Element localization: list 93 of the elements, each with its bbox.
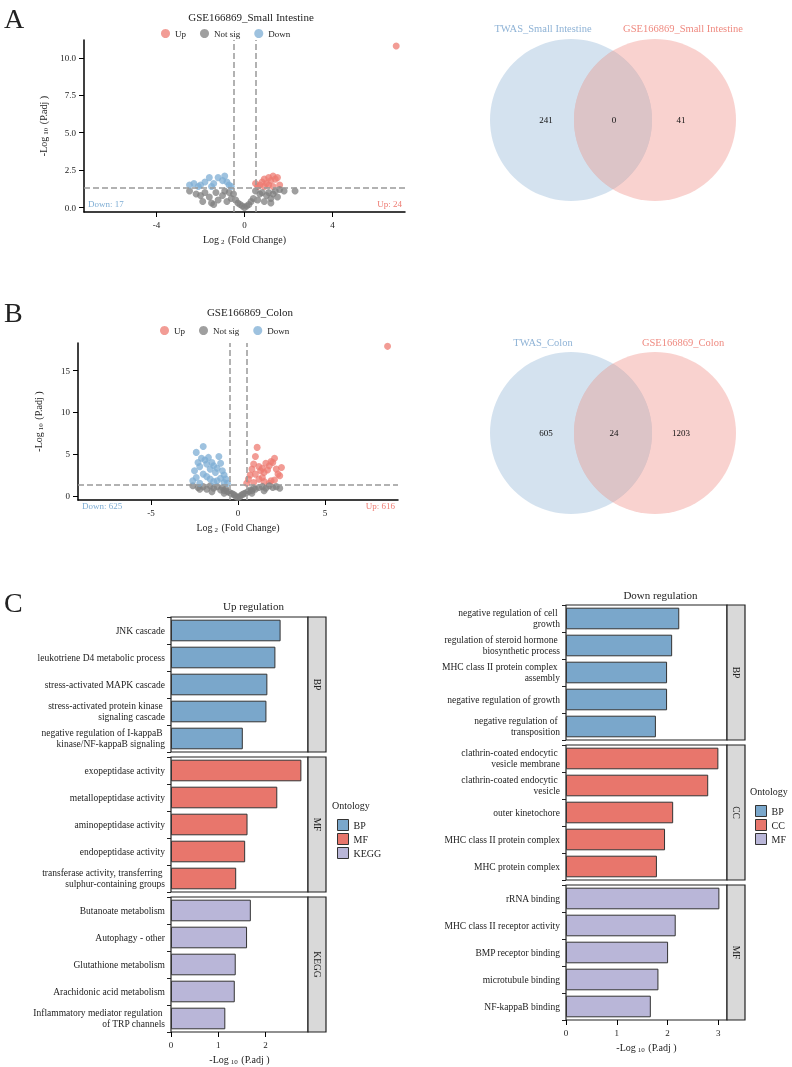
y-tick-label: metallopeptidase activity (69, 792, 166, 803)
y-tick-label: 7.5 (64, 90, 77, 101)
x-tick-label: 0 (563, 1027, 569, 1038)
text: B (4, 296, 23, 328)
x-tick-label: 3 (716, 1027, 722, 1038)
y-tick-label: outer kinetochore (493, 807, 560, 818)
legend-label: Up (174, 325, 186, 336)
text: BP (312, 678, 322, 691)
y-tick-label: regulation of steroid hormone biosynthetic process (444, 635, 561, 656)
category-label: TWAS_Colon (513, 336, 574, 348)
data-label: 41 (676, 115, 686, 125)
y-tick-label: endopeptidase activity (79, 846, 166, 857)
text: MF (312, 817, 322, 832)
y-tick-label: 10 (61, 407, 71, 418)
x-tick-label: 2 (263, 1039, 268, 1050)
category-label: GSE166869_Small Intestine (623, 22, 744, 34)
legend-label: BP (353, 819, 367, 831)
y-tick-label: Glutathione metabolism (73, 959, 166, 970)
x-tick-label: 2 (665, 1027, 670, 1038)
x-tick-label: 1 (614, 1027, 620, 1038)
y-tick-label: negative regulation of growth (447, 694, 561, 705)
y-tick-label: rRNA binding (505, 893, 561, 904)
y-tick-label: 5.0 (64, 127, 77, 138)
x-tick-label: -4 (152, 219, 161, 230)
chart-title: GSE166869_Colon (206, 305, 294, 318)
text: BP (731, 666, 741, 679)
legend-label: Up (175, 28, 187, 39)
text: KEGG (312, 951, 322, 978)
legend-label: Down (267, 325, 290, 336)
data-label: 24 (609, 428, 619, 438)
chart-title: Down regulation (623, 588, 699, 601)
y-tick-label: 10.0 (60, 52, 77, 63)
text: A (4, 2, 25, 34)
x-tick-label: 0 (242, 219, 248, 230)
y-tick-label: negative regulation of I-kappaB kinase/NF-kappaB signaling (41, 728, 166, 749)
y-tick-label: negative regulation of transposition (474, 716, 561, 737)
y-tick-label: aminopeptidase activity (74, 819, 166, 830)
y-tick-label: 5 (65, 449, 71, 460)
legend-title: Ontology (332, 799, 370, 811)
category-label: GSE166869_Colon (641, 336, 725, 348)
x-tick-label: 5 (322, 507, 328, 518)
y-tick-label: Butanoate metabolism (79, 905, 166, 916)
chart-title: GSE166869_Small Intestine (188, 10, 314, 23)
data-label: 0 (611, 115, 617, 125)
x-tick-label: 0 (168, 1039, 174, 1050)
y-tick-label: microtubule binding (482, 974, 561, 985)
x-tick-label: 0 (235, 507, 241, 518)
legend-label: Not sig (214, 28, 241, 39)
y-tick-label: MHC class II protein complex assembly (442, 662, 561, 683)
annotation: Down: 17 (88, 198, 125, 209)
y-tick-label: MHC class II protein complex (444, 834, 561, 845)
x-tick-label: -5 (147, 507, 156, 518)
legend-label: BP (771, 805, 785, 817)
chart-title: Up regulation (223, 599, 285, 612)
data-label: 241 (539, 115, 553, 125)
legend-label: KEGG (353, 847, 382, 859)
text: CC (731, 806, 741, 819)
y-tick-label: leukotriene D4 metabolic process (37, 652, 166, 663)
y-tick-label: clathrin-coated endocytic vesicle (461, 775, 560, 796)
y-tick-label: stress-activated protein kinase signaling cascade (48, 701, 165, 722)
y-tick-label: stress-activated MAPK cascade (44, 679, 165, 690)
data-label: 605 (539, 428, 554, 438)
y-tick-label: JNK cascade (115, 625, 165, 636)
y-tick-label: 0.0 (64, 202, 77, 213)
legend-label: Down (268, 28, 291, 39)
y-tick-label: MHC protein complex (473, 861, 561, 872)
legend-label: MF (771, 833, 787, 845)
annotation: Up: 616 (365, 500, 396, 511)
legend-label: CC (771, 819, 786, 831)
x-tick-label: 1 (215, 1039, 221, 1050)
y-tick-label: MHC class II receptor activity (444, 920, 561, 931)
y-tick-label: transferase activity, transferring sulphur-containing groups (42, 868, 166, 889)
y-tick-label: exopeptidase activity (84, 765, 166, 776)
y-tick-label: clathrin-coated endocytic vesicle membrane (461, 748, 560, 769)
y-tick-label: NF-kappaB binding (484, 1001, 561, 1012)
y-tick-label: BMP receptor binding (475, 947, 561, 958)
y-tick-label: 15 (61, 365, 71, 376)
legend-label: Not sig (213, 325, 240, 336)
text: C (4, 586, 23, 618)
y-tick-label: 0 (65, 490, 71, 501)
legend-label: MF (353, 833, 369, 845)
y-tick-label: negative regulation of cell growth (458, 608, 561, 629)
text: MF (731, 945, 741, 960)
y-tick-label: Inflammatory mediator regulation of TRP channels (33, 1008, 166, 1029)
annotation: Up: 24 (377, 198, 403, 209)
annotation: Down: 625 (82, 500, 123, 511)
category-label: TWAS_Small Intestine (494, 22, 592, 34)
legend-title: Ontology (750, 785, 788, 797)
y-tick-label: Arachidonic acid metabolism (53, 986, 166, 997)
y-tick-label: Autophagy - other (95, 932, 166, 943)
y-tick-label: 2.5 (64, 165, 77, 176)
x-tick-label: 4 (330, 219, 336, 230)
data-label: 1203 (672, 428, 691, 438)
